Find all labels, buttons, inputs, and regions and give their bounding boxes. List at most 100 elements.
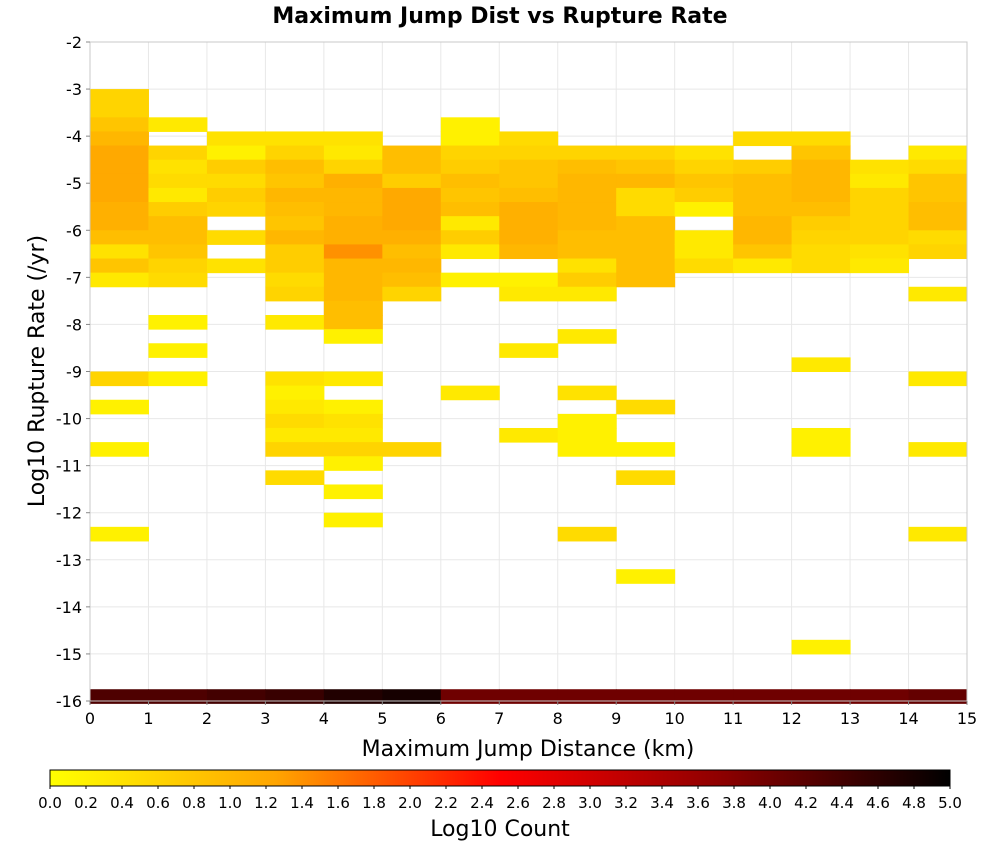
heatmap-cell — [265, 230, 325, 245]
heatmap-cell — [733, 131, 793, 147]
heatmap-cell — [323, 689, 383, 704]
heatmap-cell — [733, 216, 793, 231]
heatmap-cell — [674, 159, 734, 175]
heatmap-cell — [499, 145, 559, 161]
heatmap-cells — [90, 89, 968, 704]
heatmap-cell — [791, 639, 851, 655]
heatmap-cell — [206, 202, 266, 217]
heatmap-cell — [733, 258, 793, 274]
y-axis-label: Log10 Rupture Rate (/yr) — [25, 235, 50, 507]
heatmap-cell — [791, 357, 851, 372]
y-tick-label: -7 — [66, 268, 82, 287]
heatmap-cell — [557, 526, 617, 542]
heatmap-cell — [557, 173, 617, 189]
heatmap-cell — [499, 230, 559, 245]
x-tick-label: 12 — [781, 709, 801, 728]
heatmap-cell — [557, 427, 617, 443]
x-tick-label: 7 — [494, 709, 504, 728]
colorbar-tick-label: 0.4 — [110, 794, 134, 812]
heatmap-cell — [323, 187, 383, 203]
heatmap-cell — [265, 272, 325, 288]
heatmap-cell — [616, 442, 676, 457]
colorbar-tick-label: 3.6 — [686, 794, 710, 812]
heatmap-cell — [90, 526, 149, 542]
heatmap-cell — [382, 689, 442, 704]
heatmap-cell — [674, 689, 734, 704]
heatmap-cell — [265, 131, 325, 147]
heatmap-cell — [616, 202, 676, 217]
heatmap-cell — [557, 286, 617, 302]
heatmap-cell — [791, 131, 851, 147]
y-tick-label: -3 — [66, 80, 82, 99]
heatmap-cell — [440, 272, 500, 288]
heatmap-cell — [323, 286, 383, 302]
x-axis-label: Maximum Jump Distance (km) — [362, 737, 695, 762]
heatmap-cell — [440, 159, 500, 175]
heatmap-cell — [440, 173, 500, 189]
heatmap-cell — [148, 371, 208, 387]
heatmap-cell — [323, 173, 383, 189]
colorbar-tick-label: 2.2 — [434, 794, 458, 812]
heatmap-cell — [148, 173, 208, 189]
heatmap-cell — [323, 145, 383, 161]
heatmap-cell — [323, 230, 383, 245]
heatmap-cell — [557, 413, 617, 429]
heatmap-cell — [265, 202, 325, 217]
heatmap-cell — [499, 202, 559, 217]
heatmap-cell — [90, 103, 149, 118]
heatmap-cell — [499, 173, 559, 189]
heatmap-cell — [733, 173, 793, 189]
heatmap-cell — [90, 117, 149, 132]
heatmap-cell — [323, 427, 383, 443]
heatmap-cell — [265, 371, 325, 387]
heatmap-cell — [323, 131, 383, 147]
colorbar-tick-label: 4.4 — [830, 794, 854, 812]
heatmap-cell — [557, 202, 617, 217]
heatmap-cell — [440, 131, 500, 147]
heatmap-cell — [616, 187, 676, 203]
y-tick-label: -10 — [56, 410, 82, 429]
heatmap-cell — [382, 216, 442, 231]
heatmap-cell — [90, 187, 149, 203]
heatmap-cell — [382, 230, 442, 245]
colorbar-tick-label: 1.8 — [362, 794, 386, 812]
heatmap-cell — [148, 343, 208, 358]
heatmap-cell — [499, 286, 559, 302]
heatmap-cell — [791, 244, 851, 260]
heatmap-cell — [616, 470, 676, 485]
heatmap-cell — [323, 159, 383, 175]
y-tick-label: -2 — [66, 33, 82, 52]
colorbar-tick-label: 3.0 — [578, 794, 602, 812]
x-tick-label: 4 — [319, 709, 329, 728]
heatmap-cell — [557, 329, 617, 344]
heatmap-cell — [557, 272, 617, 288]
heatmap-cell — [908, 442, 968, 457]
heatmap-cell — [616, 272, 676, 288]
heatmap-cell — [791, 216, 851, 231]
heatmap-cell — [791, 187, 851, 203]
heatmap-cell — [265, 145, 325, 161]
heatmap-cell — [206, 258, 266, 274]
heatmap-cell — [616, 230, 676, 245]
heatmap-cell — [791, 145, 851, 161]
heatmap-cell — [733, 202, 793, 217]
heatmap-cell — [323, 512, 383, 528]
heatmap-cell — [674, 173, 734, 189]
heatmap-cell — [908, 689, 968, 704]
y-tick-label: -12 — [56, 504, 82, 523]
colorbar-tick-label: 4.6 — [866, 794, 890, 812]
colorbar-tick-label: 0.0 — [38, 794, 62, 812]
heatmap-cell — [382, 286, 442, 302]
heatmap-cell — [499, 427, 559, 443]
heatmap-cell — [557, 145, 617, 161]
heatmap-cell — [323, 329, 383, 344]
heatmap-cell — [791, 258, 851, 274]
heatmap-cell — [265, 173, 325, 189]
heatmap-cell — [908, 145, 968, 161]
heatmap-cell — [382, 159, 442, 175]
y-tick-label: -8 — [66, 315, 82, 334]
heatmap-cell — [850, 689, 910, 704]
heatmap-cell — [908, 230, 968, 245]
chart-title: Maximum Jump Dist vs Rupture Rate — [272, 4, 727, 29]
